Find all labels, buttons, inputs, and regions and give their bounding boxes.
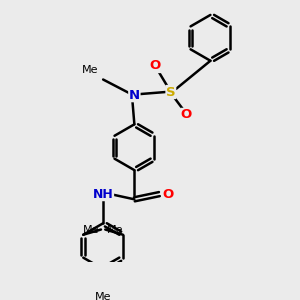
Text: Me: Me: [107, 224, 124, 235]
Text: O: O: [181, 108, 192, 122]
Text: NH: NH: [93, 188, 113, 201]
Text: O: O: [162, 188, 173, 201]
Text: Me: Me: [82, 224, 99, 235]
Text: Me: Me: [95, 292, 111, 300]
Text: O: O: [150, 59, 161, 73]
Text: N: N: [129, 88, 140, 102]
Text: Me: Me: [81, 65, 98, 75]
Text: S: S: [166, 85, 175, 98]
